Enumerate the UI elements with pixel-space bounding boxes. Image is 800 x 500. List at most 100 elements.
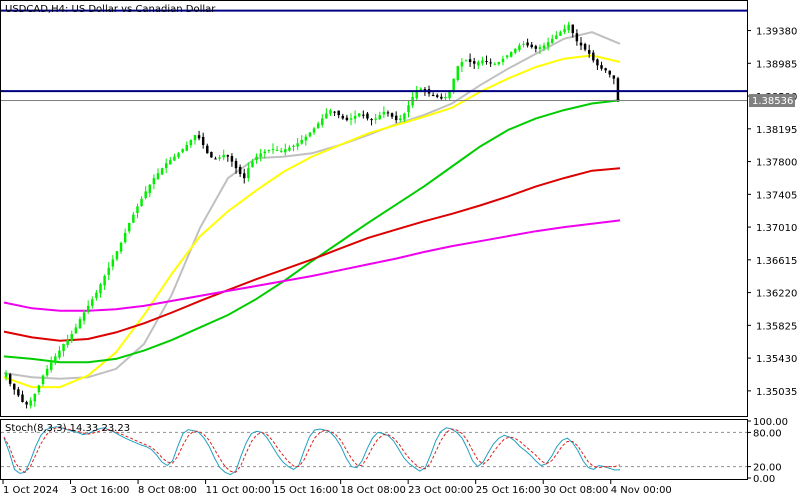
candle-body [66, 339, 69, 345]
price-tick-label: 1.35430 [756, 354, 797, 365]
candle-body [95, 292, 98, 299]
candle-body [321, 118, 324, 125]
candle-body [608, 70, 611, 75]
candle-body [571, 24, 575, 34]
candle-body [596, 59, 599, 66]
candle-body [86, 305, 90, 313]
candle-body [583, 44, 587, 50]
candle-body [592, 52, 595, 61]
candle-body [255, 156, 258, 160]
candle-body [230, 156, 234, 162]
candle-body [169, 159, 172, 165]
current-price-tag: 1.38536 [749, 94, 795, 108]
moving-averages [3, 31, 621, 389]
candle-body [218, 157, 221, 159]
time-tick-label: 18 Oct 08:00 [341, 485, 406, 496]
stochastic-oscillator [1, 426, 747, 476]
candle-body [493, 63, 496, 65]
candle-body [481, 60, 484, 64]
candle-body [132, 214, 135, 223]
candle-body [201, 136, 205, 145]
stochastic-pane-frame [0, 419, 748, 480]
candle-body [17, 389, 20, 396]
candle-body [128, 222, 131, 232]
candle-body [308, 132, 312, 137]
candle-body [612, 75, 616, 79]
candle-body [600, 65, 603, 69]
time-tick-label: 3 Oct 16:00 [71, 485, 130, 496]
candle-body [333, 111, 336, 113]
stochastic-tick-label: 20.00 [753, 463, 782, 474]
candle-body [477, 62, 480, 66]
time-axis: 1 Oct 2024 3 Oct 16:00 8 Oct 08:00 11 Oct 0… [2, 480, 672, 496]
candle-body [45, 368, 49, 376]
candle-body [284, 149, 287, 153]
price-tick-label: 1.38985 [756, 59, 797, 70]
time-tick-label: 4 Nov 00:00 [611, 485, 672, 496]
candle-body [357, 113, 361, 117]
candle-body [452, 78, 455, 91]
price-tick-label: 1.38195 [756, 125, 797, 136]
candle-body [263, 151, 267, 154]
time-tick-label: 23 Oct 00:00 [408, 485, 473, 496]
candle-body [345, 117, 349, 121]
candle-body [304, 136, 308, 141]
horizontal-levels [1, 9, 747, 102]
candle-body [119, 242, 123, 252]
price-tick-label: 1.36220 [756, 289, 797, 300]
candle-body [390, 113, 394, 117]
candle-body [526, 42, 529, 46]
candle-body [234, 160, 238, 169]
chart-title: USDCAD,H4: US Dollar vs Canadian Dollar [5, 4, 216, 15]
candle-body [456, 66, 460, 80]
candle-body [247, 168, 250, 178]
candle-body [468, 59, 472, 63]
candle-body [193, 135, 197, 141]
candle-body [604, 68, 607, 71]
candle-body [464, 60, 468, 62]
candle-body [251, 161, 254, 168]
candle-body [111, 259, 115, 267]
candle-body [82, 312, 86, 321]
candle-body [518, 45, 521, 51]
candle-body [271, 149, 275, 151]
candle-body [448, 90, 451, 99]
candle-body [509, 52, 513, 57]
candle-body [206, 145, 209, 154]
candle-body [444, 96, 447, 99]
candle-body [551, 38, 554, 44]
time-tick-label: 25 Oct 16:00 [476, 485, 541, 496]
candle-body [49, 362, 53, 370]
candle-body [177, 153, 180, 158]
candle-body [226, 155, 230, 157]
candle-body [497, 62, 501, 65]
candle-body [41, 375, 45, 384]
candle-body [567, 24, 570, 31]
candle-body [522, 43, 525, 45]
time-tick-label: 15 Oct 16:00 [273, 485, 338, 496]
price-tick-label: 1.39380 [756, 27, 797, 38]
candle-body [349, 118, 353, 120]
candle-body [415, 91, 418, 99]
candle-body [501, 58, 505, 63]
candle-body [534, 46, 538, 49]
stochastic-title: Stoch(8,3,3) 14.33 23.23 [5, 423, 130, 434]
candle-body [74, 327, 78, 334]
candle-body [575, 33, 579, 42]
candle-body [259, 153, 262, 157]
candle-body [382, 111, 386, 115]
candle-body [144, 191, 147, 198]
candle-body [538, 47, 542, 50]
candle-body [189, 140, 193, 146]
candle-body [54, 356, 57, 364]
candle-body [436, 95, 439, 97]
stochastic-main-line [3, 426, 621, 476]
candle-body [13, 383, 16, 390]
candle-body [353, 115, 357, 119]
current-price-tag-background [749, 94, 795, 108]
candle-body [58, 350, 61, 358]
candle-body [403, 113, 406, 120]
candle-body [489, 62, 492, 64]
time-tick-label: 30 Oct 08:00 [543, 485, 608, 496]
